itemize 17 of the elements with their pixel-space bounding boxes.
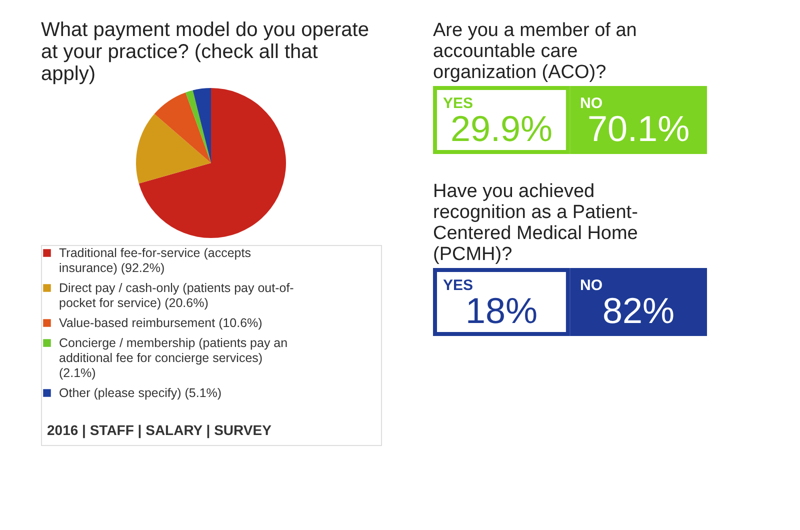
text: Have you achieved recognition as a Patient-Centered Medical Home (PCMH)?	[433, 181, 638, 265]
data-label: 82%	[602, 290, 675, 331]
legend-label: Direct pay / cash-only (patients pay out-of-pocket for service) (20.6%)	[59, 281, 294, 310]
legend-label: Concierge / membership (patients pay an additional fee for concierge services)	[59, 336, 288, 365]
chart-title: What payment model do you operate at your practice? (check all that apply)	[41, 19, 369, 85]
legend-label: Value-based reimbursement (10.6%)	[59, 316, 262, 330]
data-label: (2.1%)	[59, 366, 96, 380]
pie-slice	[136, 114, 211, 184]
category-label: NO	[580, 277, 603, 294]
pie-slice	[154, 92, 211, 163]
text: 2016 | STAFF | SALARY | SURVEY	[47, 422, 272, 439]
legend-label: Other (please specify) (5.1%)	[59, 386, 222, 400]
text: Are you a member of an accountable care organization (ACO)?	[433, 20, 637, 83]
legend-label: Traditional fee-for-service (accepts insurance) (92.2%)	[59, 246, 251, 275]
pie-slice	[192, 88, 211, 163]
pie-slice	[186, 90, 211, 163]
pie-slice	[138, 88, 286, 238]
